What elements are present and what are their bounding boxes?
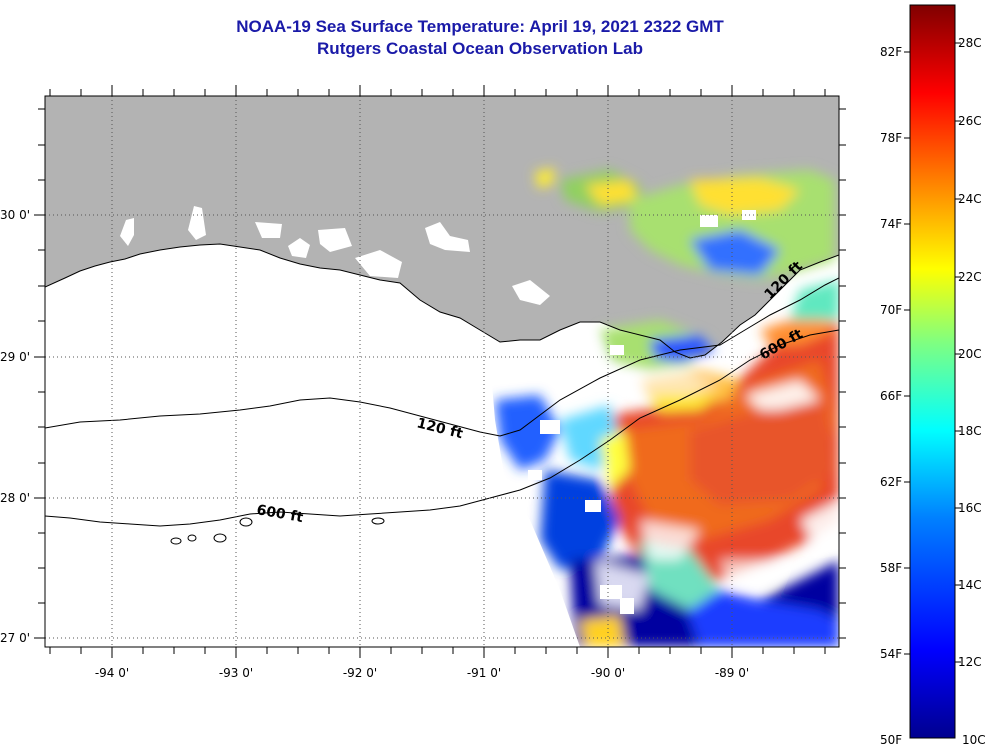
cbar-f-70: 70F xyxy=(880,303,902,317)
cbar-f-58: 58F xyxy=(880,561,902,575)
lon-label-89: -89 0' xyxy=(715,666,749,680)
temperature-field xyxy=(495,168,839,647)
isobath-small-loops xyxy=(170,517,385,545)
coastline xyxy=(45,243,839,359)
cbar-f-78: 78F xyxy=(880,131,902,145)
cbar-f-54: 54F xyxy=(880,647,902,661)
isobath-600ft-line xyxy=(45,329,839,527)
cbar-f-82: 82F xyxy=(880,45,902,59)
colorbar-gradient xyxy=(909,4,956,739)
cbar-c-24: 24C xyxy=(958,192,982,206)
cbar-c-16: 16C xyxy=(958,501,982,515)
colorbar-ticks xyxy=(904,42,961,663)
colorbar: 82F 78F 74F 70F 66F 62F 58F 54F 50F 28C … xyxy=(880,4,986,747)
lon-label-90: -90 0' xyxy=(591,666,625,680)
sst-layer xyxy=(45,96,839,647)
map-frame xyxy=(44,95,840,648)
lon-label-94: -94 0' xyxy=(95,666,129,680)
inland-water xyxy=(120,206,550,305)
lon-label-92: -92 0' xyxy=(343,666,377,680)
graticule xyxy=(45,96,839,647)
isobath-120ft-line xyxy=(45,277,839,437)
cbar-c-22: 22C xyxy=(958,270,982,284)
cbar-f-74: 74F xyxy=(880,217,902,231)
lon-label-93: -93 0' xyxy=(219,666,253,680)
lat-label-28: 28 0' xyxy=(0,491,30,505)
cbar-f-66: 66F xyxy=(880,389,902,403)
lat-label-30: 30 0' xyxy=(0,208,30,222)
title-line-2: Rutgers Coastal Ocean Observation Lab xyxy=(317,39,643,58)
lon-label-91: -91 0' xyxy=(467,666,501,680)
cbar-c-18: 18C xyxy=(958,424,982,438)
cbar-c-14: 14C xyxy=(958,578,982,592)
title-line-1: NOAA-19 Sea Surface Temperature: April 1… xyxy=(236,17,724,36)
cbar-c-26: 26C xyxy=(958,114,982,128)
cbar-f-62: 62F xyxy=(880,475,902,489)
lat-label-29: 29 0' xyxy=(0,350,30,364)
cbar-c-10: 10C xyxy=(962,733,986,747)
cbar-c-28: 28C xyxy=(958,36,982,50)
cbar-c-12: 12C xyxy=(958,655,982,669)
cbar-f-50: 50F xyxy=(880,733,902,747)
lat-label-27: 27 0' xyxy=(0,631,30,645)
axis-ticks xyxy=(34,85,846,658)
cbar-c-20: 20C xyxy=(958,347,982,361)
swath-mask xyxy=(45,300,580,647)
map-title: NOAA-19 Sea Surface Temperature: April 1… xyxy=(0,16,960,60)
